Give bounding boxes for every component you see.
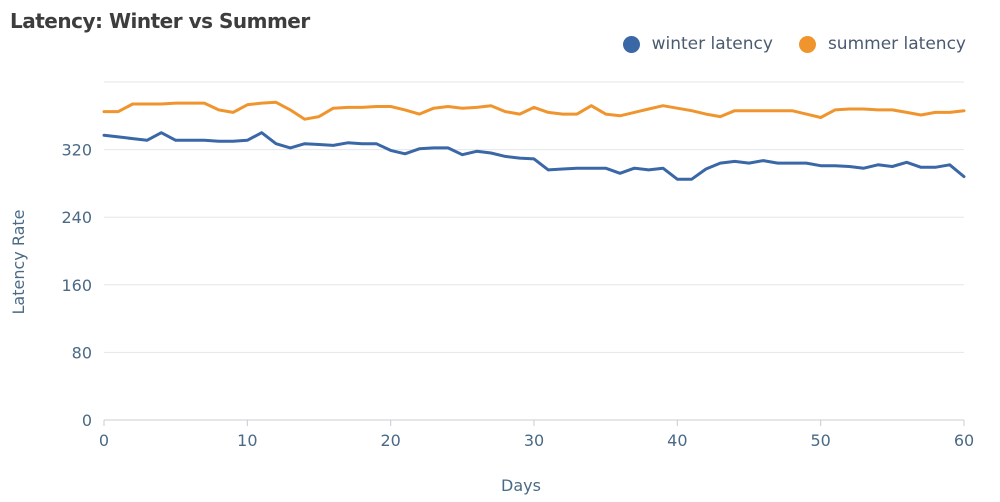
y-tick-label: 160: [61, 276, 92, 295]
x-tick-label: 60: [954, 431, 974, 450]
chart-title: Latency: Winter vs Summer: [10, 9, 310, 33]
legend-marker-summer: [798, 35, 816, 53]
x-tick-label: 50: [810, 431, 830, 450]
y-axis-ticks: 0 80 160 240 320: [61, 141, 92, 430]
legend-marker-winter: [622, 35, 640, 53]
x-tick-label: 30: [524, 431, 544, 450]
gridlines: [104, 81, 964, 421]
legend-label-summer: summer latency: [827, 34, 966, 54]
series-line-winter[interactable]: [102, 131, 966, 181]
y-tick-label: 0: [82, 411, 92, 430]
y-axis-title: Latency Rate: [9, 209, 28, 314]
legend-label-winter: winter latency: [651, 34, 773, 54]
series-line-summer[interactable]: [102, 100, 966, 121]
x-axis-title: Days: [501, 476, 541, 495]
series-lines: [102, 100, 966, 181]
y-tick-label: 320: [61, 141, 92, 160]
legend: winter latency summer latency: [622, 34, 966, 54]
x-tick-label: 40: [667, 431, 687, 450]
x-axis-ticks: 0 10 20 30 40 50 60: [99, 420, 974, 450]
x-tick-label: 10: [237, 431, 257, 450]
y-tick-label: 80: [72, 343, 92, 362]
x-tick-label: 0: [99, 431, 109, 450]
legend-item-summer[interactable]: summer latency: [798, 34, 966, 54]
y-tick-label: 240: [61, 208, 92, 227]
x-tick-label: 20: [380, 431, 400, 450]
legend-item-winter[interactable]: winter latency: [622, 34, 773, 54]
